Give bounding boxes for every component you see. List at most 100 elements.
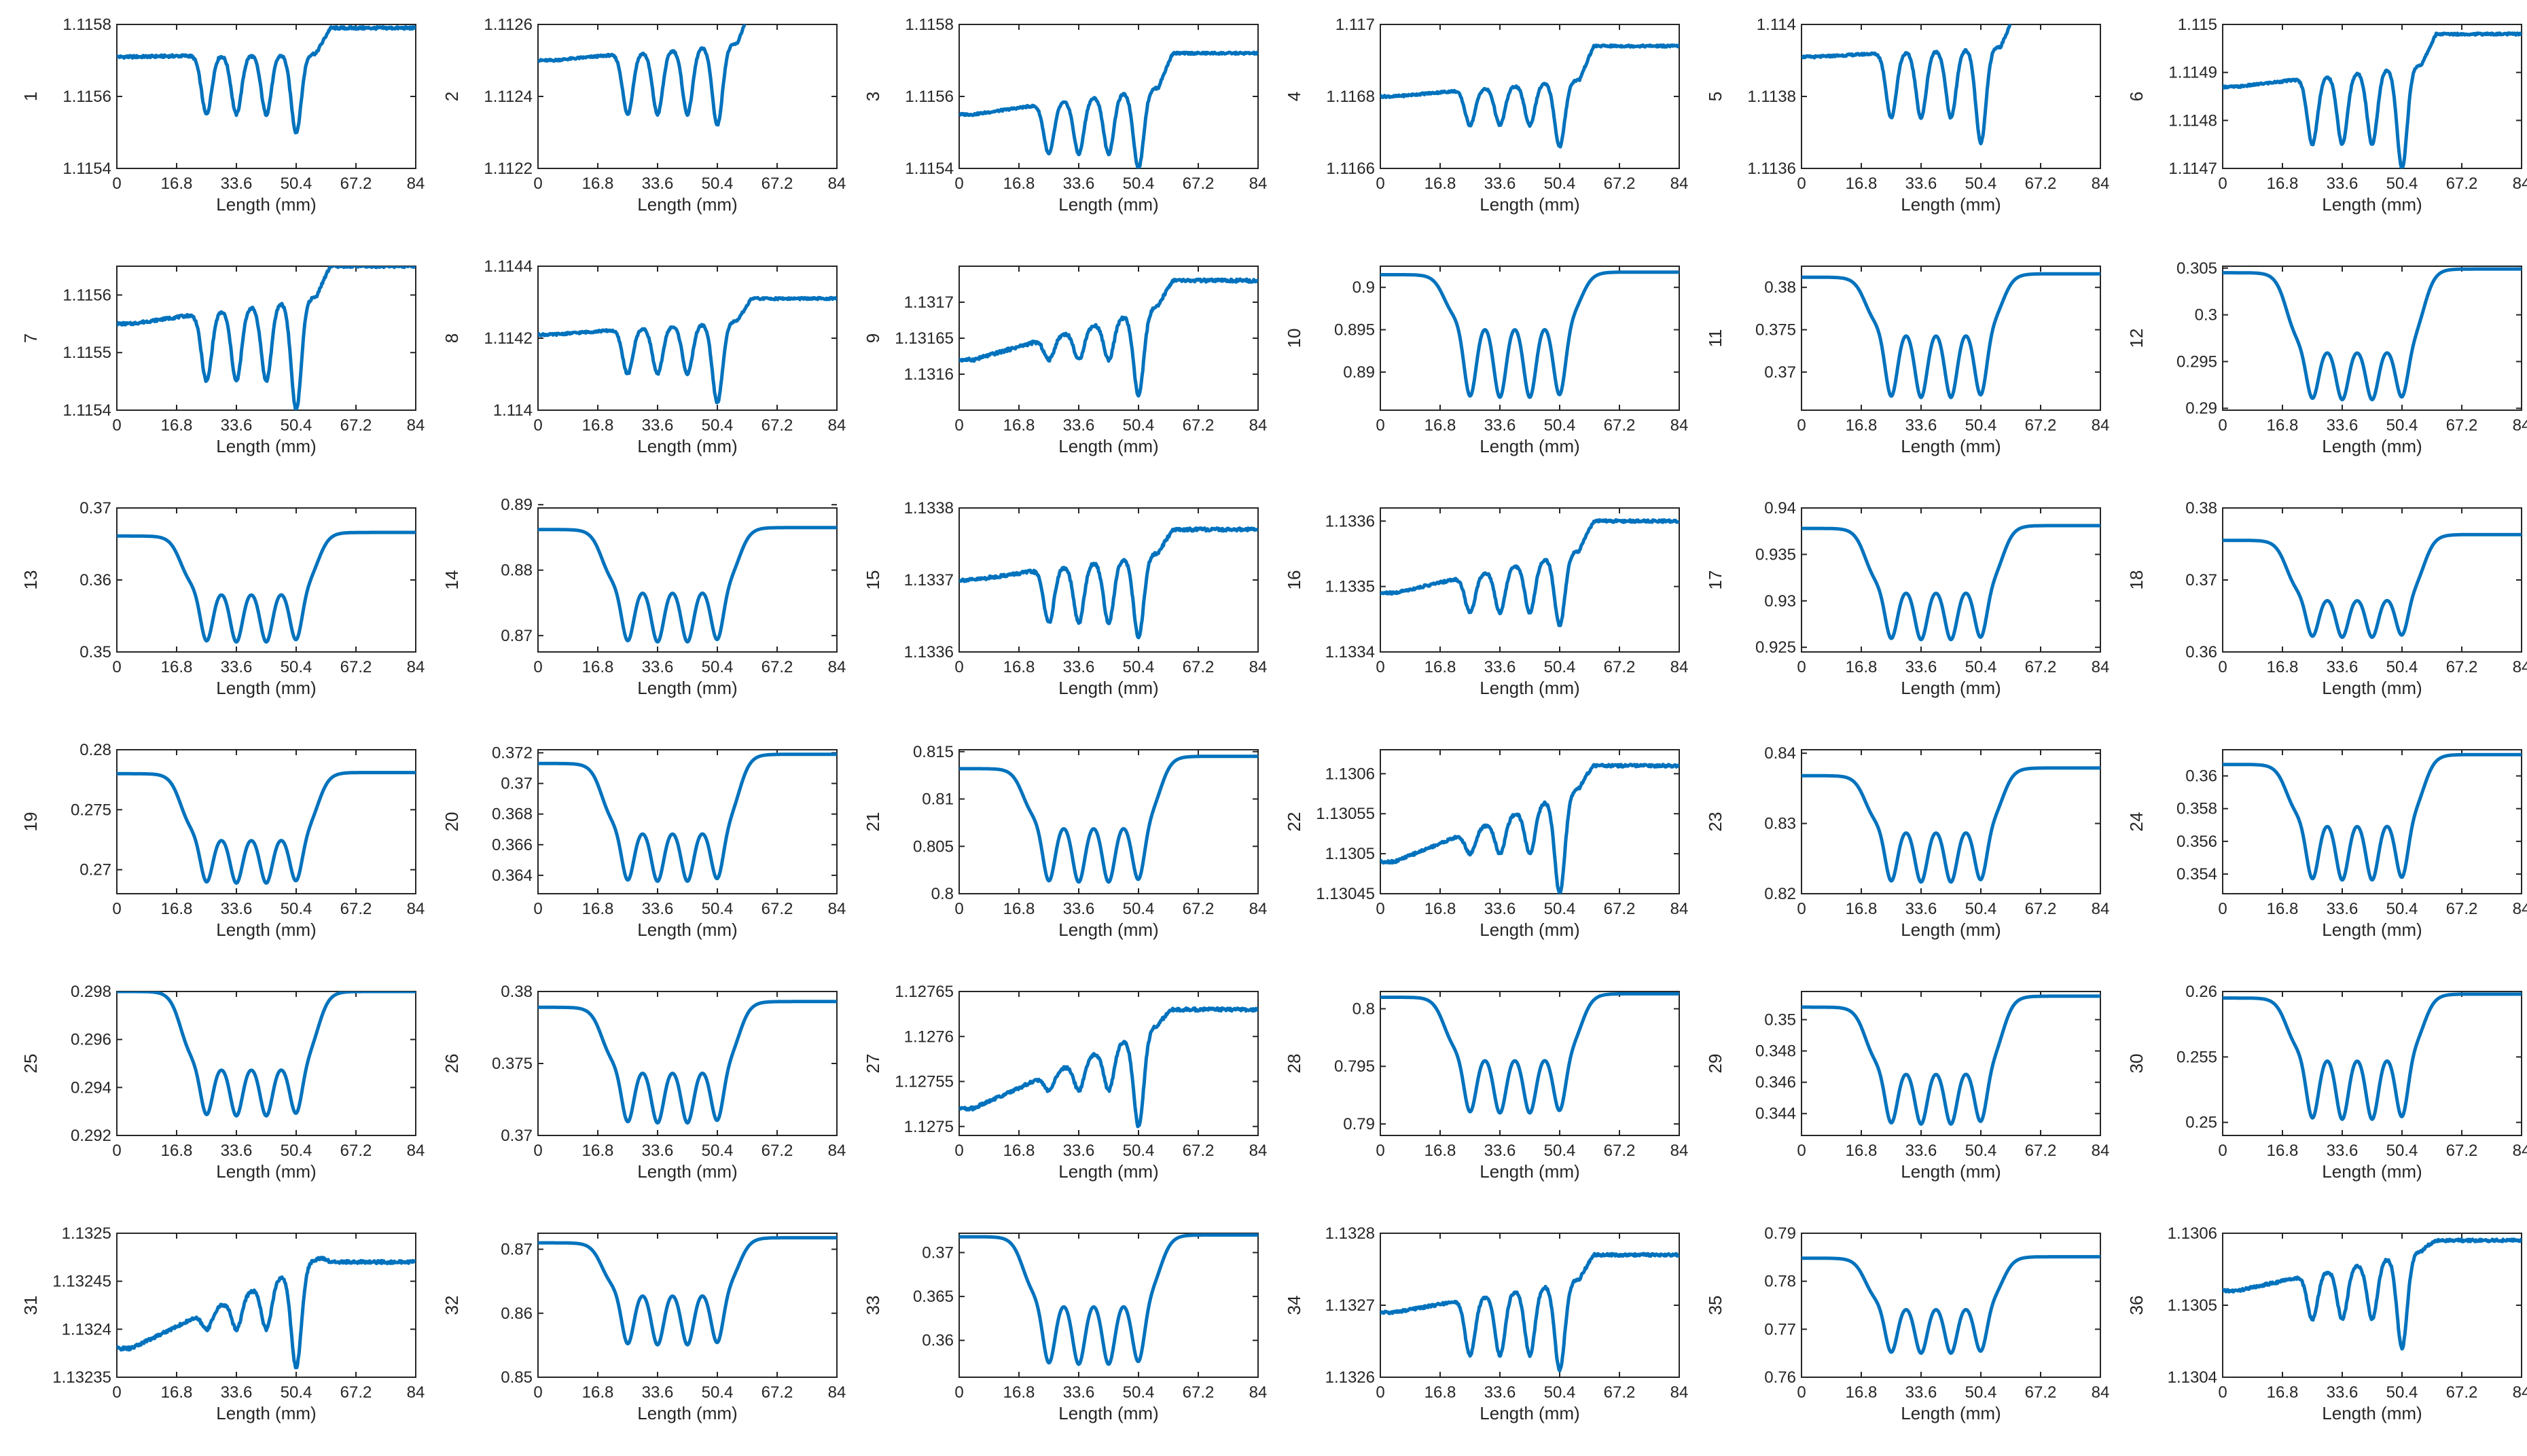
subplot-14: 0 16.8 33.6 50.4 67.2 84 Length (mm) 0.87 0.88 0.… [442,496,846,698]
y-tick-label: 0.36 [922,1332,954,1350]
x-tick-label: 0 [2218,658,2227,676]
y-axis-label: 16 [1284,570,1304,590]
x-tick-label: 67.2 [1183,1383,1215,1402]
y-tick-label: 0.87 [501,627,533,645]
series-line [1380,1252,1679,1372]
x-tick-label: 50.4 [1544,416,1576,435]
y-tick-label: 0.38 [1764,278,1796,297]
x-tick-label: 0 [2218,900,2227,918]
subplot-6: 0 16.8 33.6 50.4 67.2 84 Length (mm) 1.1147 1.11… [2126,16,2527,215]
y-tick-label: 0.255 [2176,1048,2217,1066]
axes-box [1801,1233,2101,1378]
y-tick-label: 1.13165 [895,329,954,348]
x-tick-label: 84 [1249,658,1268,676]
x-axis-label: Length (mm) [1058,194,1158,215]
x-tick-label: 67.2 [1604,900,1636,918]
axes-box [1801,507,2101,653]
x-axis-label: Length (mm) [1901,194,2001,215]
x-axis-label: Length (mm) [1058,678,1158,698]
x-axis-label: Length (mm) [2322,1403,2422,1423]
y-tick-label: 0.84 [1764,744,1796,763]
x-tick-label: 16.8 [1846,900,1878,918]
x-axis-label: Length (mm) [1058,920,1158,940]
x-tick-label: 33.6 [2327,416,2359,435]
subplot-25: 0 16.8 33.6 50.4 67.2 84 Length (mm) 0.292 0.294… [20,983,425,1182]
y-tick-label: 0.805 [913,837,954,856]
x-tick-label: 0 [2218,416,2227,435]
subplot-19: 0 16.8 33.6 50.4 67.2 84 Length (mm) 0.27 0.275 0… [20,741,425,940]
y-axis-label: 22 [1284,812,1304,832]
y-axis-label: 1 [20,92,41,101]
x-tick-label: 84 [2092,175,2110,193]
y-tick-label: 1.1335 [1325,578,1375,596]
x-tick-label: 16.8 [2267,900,2299,918]
y-tick-label: 1.13245 [52,1273,111,1291]
y-tick-label: 0.37 [922,1243,954,1262]
x-tick-label: 84 [2513,1383,2527,1402]
x-tick-label: 50.4 [1544,900,1576,918]
y-tick-label: 0.354 [2176,865,2217,884]
x-tick-label: 33.6 [1905,1142,1937,1160]
y-tick-label: 0.85 [501,1368,533,1387]
x-axis-label: Length (mm) [1058,1403,1158,1423]
x-axis-label: Length (mm) [1901,678,2001,698]
x-tick-label: 84 [1249,900,1268,918]
x-tick-label: 50.4 [2386,658,2418,676]
x-tick-label: 50.4 [1123,658,1155,676]
y-tick-label: 1.1155 [62,344,111,362]
x-tick-label: 50.4 [1544,658,1576,676]
x-tick-label: 67.2 [1183,416,1215,435]
subplot-33: 0 16.8 33.6 50.4 67.2 84 Length (mm) 0.36 0.365 0… [863,1233,1267,1423]
axes-box [2222,24,2522,169]
x-tick-label: 50.4 [1123,175,1155,193]
x-tick-label: 84 [2092,1383,2110,1402]
y-tick-label: 1.1124 [484,88,533,106]
y-axis-label: 9 [863,333,883,343]
subplot-8: 0 16.8 33.6 50.4 67.2 84 Length (mm) 1.114 1.114… [442,257,846,456]
x-tick-label: 67.2 [2025,658,2057,676]
axes-box [2222,991,2522,1136]
axes-box [958,1233,1259,1378]
x-tick-label: 50.4 [1123,900,1155,918]
series-line [1802,272,2100,399]
y-tick-label: 0.37 [1764,363,1796,382]
x-tick-label: 0 [112,900,121,918]
series-line [117,1256,416,1370]
x-tick-label: 84 [1249,1383,1268,1402]
x-tick-label: 33.6 [2327,900,2359,918]
axes-box [1380,749,1680,894]
subplot-4: 0 16.8 33.6 50.4 67.2 84 Length (mm) 1.1166 1.11… [1284,16,1688,215]
y-tick-label: 1.1276 [904,1027,954,1046]
x-tick-label: 84 [1670,175,1689,193]
y-tick-label: 0.346 [1755,1074,1796,1092]
y-axis-label: 6 [2126,92,2147,101]
x-tick-label: 16.8 [582,1383,614,1402]
x-tick-label: 84 [2513,175,2527,193]
x-tick-label: 33.6 [642,175,674,193]
x-tick-label: 16.8 [1424,175,1456,193]
x-tick-label: 16.8 [161,416,193,435]
y-tick-label: 1.1316 [904,365,954,384]
x-tick-label: 16.8 [1846,416,1878,435]
x-axis-label: Length (mm) [2322,194,2422,215]
x-tick-label: 84 [2513,900,2527,918]
x-tick-label: 33.6 [1063,900,1095,918]
x-tick-label: 33.6 [1063,658,1095,676]
x-tick-label: 33.6 [642,416,674,435]
y-axis-label: 5 [1705,92,1725,101]
x-tick-label: 33.6 [1484,658,1516,676]
x-tick-label: 0 [533,1383,542,1402]
x-axis-label: Length (mm) [1058,1161,1158,1182]
y-tick-label: 1.1327 [1325,1296,1375,1315]
x-tick-label: 16.8 [1424,658,1456,676]
x-axis-label: Length (mm) [216,920,316,940]
y-tick-label: 1.114 [1757,16,1796,34]
y-tick-label: 1.1324 [62,1320,111,1339]
x-tick-label: 84 [407,900,425,918]
x-tick-label: 50.4 [1544,1142,1576,1160]
y-tick-label: 1.13055 [1316,805,1375,823]
x-tick-label: 16.8 [582,416,614,435]
series-line [1380,43,1679,149]
series-line [1380,763,1679,894]
